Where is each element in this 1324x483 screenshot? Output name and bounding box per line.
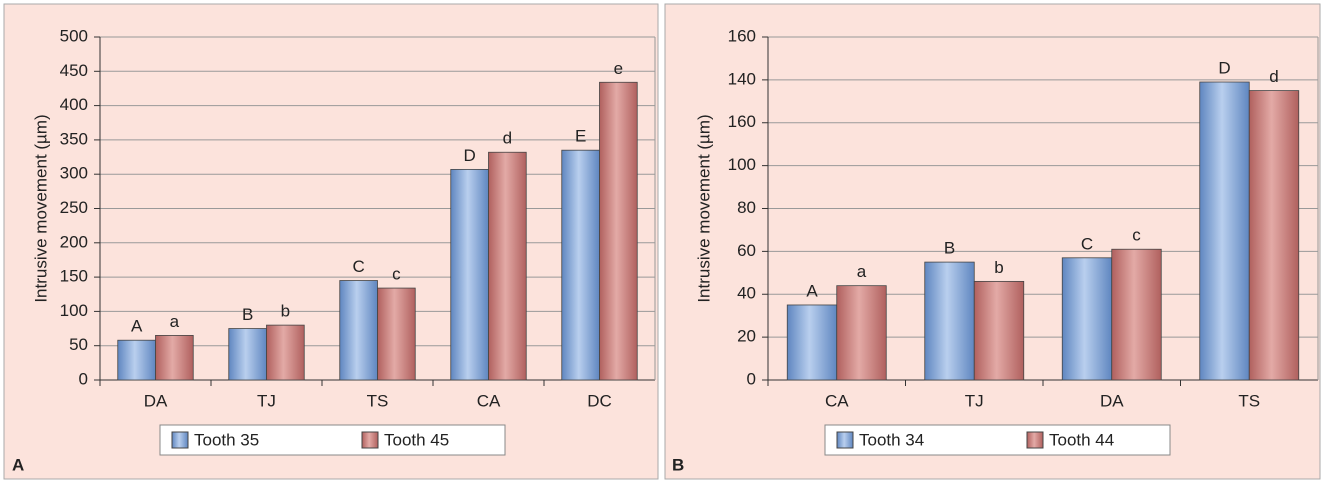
y-tick-label: 160 (728, 26, 756, 45)
legend (824, 424, 1171, 456)
bar (266, 324, 305, 381)
y-tick-label: 0 (747, 369, 756, 388)
x-tick-label: DA (1100, 391, 1124, 410)
x-tick-label: DC (587, 391, 612, 410)
bar-annotation: c (392, 265, 401, 284)
legend-label: Tooth 34 (859, 430, 924, 449)
bar-annotation: A (131, 317, 143, 336)
bar (1199, 81, 1250, 381)
bar (561, 149, 600, 381)
x-tick-label: TJ (257, 391, 276, 410)
y-tick-label: 200 (60, 232, 88, 251)
bar (1248, 90, 1300, 381)
y-tick-label: 160 (728, 112, 756, 131)
y-tick-label: 140 (728, 69, 756, 88)
bar (450, 168, 489, 381)
bar-annotation: d (1269, 67, 1278, 86)
bar (1111, 248, 1162, 381)
y-tick-label: 400 (60, 95, 88, 114)
bar-annotation: b (281, 302, 290, 321)
bar-annotation: b (994, 258, 1003, 277)
legend-swatch (361, 431, 379, 449)
bar (599, 81, 638, 381)
y-tick-label: 100 (728, 155, 756, 174)
legend-swatch (171, 431, 189, 449)
x-tick-label: TS (1238, 391, 1260, 410)
bar (155, 335, 194, 381)
y-tick-label: 500 (60, 26, 88, 45)
bar-annotation: E (575, 127, 586, 146)
bar-annotation: C (1081, 234, 1093, 253)
y-tick-label: 40 (737, 284, 756, 303)
bar (339, 280, 378, 381)
x-tick-label: DA (144, 391, 168, 410)
bar-annotation: a (170, 312, 180, 331)
y-tick-label: 60 (737, 241, 756, 260)
legend-label: Tooth 35 (194, 430, 259, 449)
bar-annotation: a (857, 262, 867, 281)
bar-annotation: D (463, 146, 475, 165)
bar (228, 328, 267, 381)
y-tick-label: 150 (60, 267, 88, 286)
x-tick-label: TS (367, 391, 389, 410)
x-tick-label: CA (825, 391, 849, 410)
bar-annotation: A (806, 281, 818, 300)
panel (3, 3, 659, 480)
y-tick-label: 50 (69, 335, 88, 354)
bar-annotation: C (352, 257, 364, 276)
x-tick-label: CA (477, 391, 501, 410)
bar (786, 304, 838, 381)
bar (1061, 257, 1113, 381)
bar-annotation: D (1218, 59, 1230, 78)
legend (159, 424, 506, 456)
y-tick-label: 20 (737, 327, 756, 346)
y-tick-label: 450 (60, 61, 88, 80)
bar-annotation: c (1132, 226, 1141, 245)
bar (377, 287, 416, 381)
bar-annotation: e (614, 59, 623, 78)
legend-swatch (1026, 431, 1044, 449)
panel-label: B (672, 455, 684, 474)
bar-annotation: B (242, 305, 253, 324)
y-tick-label: 100 (60, 301, 88, 320)
bar-annotation: B (944, 239, 955, 258)
bar (973, 280, 1025, 381)
x-tick-label: TJ (965, 391, 984, 410)
y-tick-label: 350 (60, 129, 88, 148)
legend-swatch (836, 431, 854, 449)
y-axis-label: Intrusive movement (µm) (31, 114, 50, 302)
y-axis-label: Intrusive movement (µm) (694, 114, 713, 302)
y-tick-label: 250 (60, 198, 88, 217)
bar (117, 339, 156, 381)
bar (924, 261, 975, 381)
bar (836, 285, 887, 381)
y-tick-label: 0 (79, 369, 88, 388)
y-tick-label: 80 (737, 198, 756, 217)
panel-label: A (12, 455, 24, 474)
legend-label: Tooth 44 (1049, 430, 1114, 449)
legend-label: Tooth 45 (384, 430, 449, 449)
y-tick-label: 300 (60, 164, 88, 183)
bar (488, 151, 527, 381)
bar-annotation: d (503, 129, 512, 148)
